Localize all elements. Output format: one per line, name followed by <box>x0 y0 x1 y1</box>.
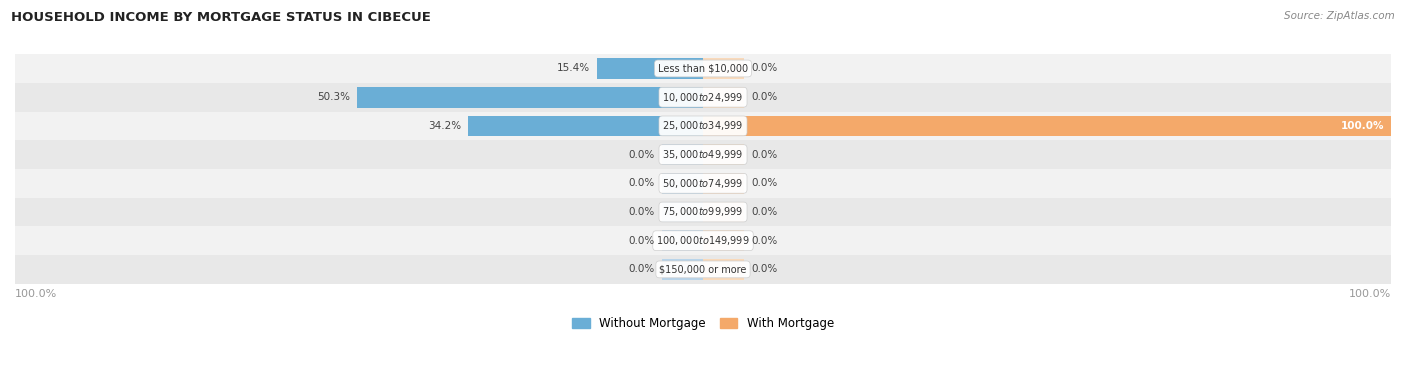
Text: 50.3%: 50.3% <box>318 92 350 102</box>
Text: 100.0%: 100.0% <box>1340 121 1384 131</box>
Text: $10,000 to $24,999: $10,000 to $24,999 <box>662 91 744 104</box>
Bar <box>15 140 1391 169</box>
Text: $75,000 to $99,999: $75,000 to $99,999 <box>662 205 744 219</box>
Bar <box>468 116 703 136</box>
Bar <box>703 58 744 79</box>
Bar <box>15 226 1391 255</box>
Text: 0.0%: 0.0% <box>628 150 655 159</box>
Text: $50,000 to $74,999: $50,000 to $74,999 <box>662 177 744 190</box>
Legend: Without Mortgage, With Mortgage: Without Mortgage, With Mortgage <box>572 317 834 330</box>
Text: $35,000 to $49,999: $35,000 to $49,999 <box>662 148 744 161</box>
Text: 0.0%: 0.0% <box>751 178 778 188</box>
Text: Source: ZipAtlas.com: Source: ZipAtlas.com <box>1284 11 1395 21</box>
Text: Less than $10,000: Less than $10,000 <box>658 63 748 74</box>
Bar <box>15 198 1391 226</box>
Text: 0.0%: 0.0% <box>628 236 655 246</box>
Bar <box>703 173 744 194</box>
Bar <box>662 144 703 165</box>
Text: 0.0%: 0.0% <box>751 207 778 217</box>
Text: 0.0%: 0.0% <box>751 92 778 102</box>
Bar <box>662 259 703 280</box>
Text: 100.0%: 100.0% <box>15 290 58 299</box>
Text: 0.0%: 0.0% <box>751 150 778 159</box>
Text: 0.0%: 0.0% <box>628 207 655 217</box>
Bar <box>662 230 703 251</box>
Bar <box>703 259 744 280</box>
Text: 0.0%: 0.0% <box>628 178 655 188</box>
Bar <box>703 202 744 222</box>
Text: $100,000 to $149,999: $100,000 to $149,999 <box>657 234 749 247</box>
Bar <box>15 255 1391 284</box>
Bar <box>662 173 703 194</box>
Text: 34.2%: 34.2% <box>427 121 461 131</box>
Text: HOUSEHOLD INCOME BY MORTGAGE STATUS IN CIBECUE: HOUSEHOLD INCOME BY MORTGAGE STATUS IN C… <box>11 11 432 24</box>
Bar <box>15 169 1391 198</box>
Bar <box>662 202 703 222</box>
Text: 15.4%: 15.4% <box>557 63 591 74</box>
Bar <box>703 144 744 165</box>
Text: 100.0%: 100.0% <box>1348 290 1391 299</box>
Bar <box>15 54 1391 83</box>
Bar <box>15 83 1391 112</box>
Text: 0.0%: 0.0% <box>751 264 778 274</box>
Text: 0.0%: 0.0% <box>751 236 778 246</box>
Bar <box>703 230 744 251</box>
Text: $25,000 to $34,999: $25,000 to $34,999 <box>662 120 744 132</box>
Bar <box>357 87 703 107</box>
Bar <box>703 87 744 107</box>
Text: $150,000 or more: $150,000 or more <box>659 264 747 274</box>
Bar <box>703 116 1391 136</box>
Text: 0.0%: 0.0% <box>751 63 778 74</box>
Bar <box>15 112 1391 140</box>
Bar <box>598 58 703 79</box>
Text: 0.0%: 0.0% <box>628 264 655 274</box>
